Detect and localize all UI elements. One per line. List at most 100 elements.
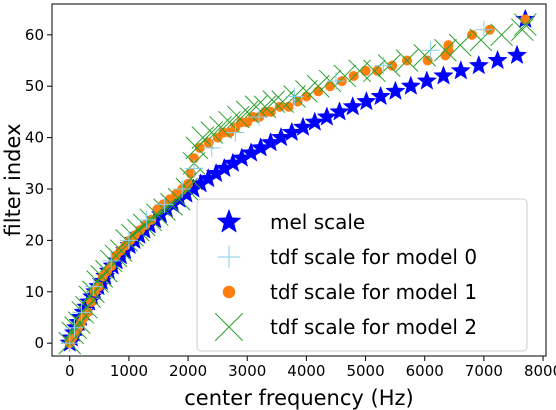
x-tick-label: 5000: [346, 362, 384, 380]
series-0-point: [450, 60, 471, 80]
series-3-point: [333, 64, 357, 88]
series-0-point: [506, 44, 528, 65]
series-3-point: [469, 28, 493, 52]
x-tick-label: 2000: [169, 362, 207, 380]
series-1-point: [474, 20, 493, 39]
series-1-point: [173, 179, 192, 198]
series-0-point: [385, 80, 406, 101]
series-3-point: [262, 90, 286, 113]
x-tick-label: 7000: [465, 362, 503, 380]
series-3-point: [244, 95, 268, 119]
series-3-point: [78, 285, 102, 309]
series-1-point: [119, 231, 138, 250]
series-1-point: [421, 41, 440, 60]
series-2-point: [274, 101, 285, 112]
series-0-point: [400, 75, 422, 95]
series-0-point: [468, 54, 489, 75]
series-0-point: [316, 106, 338, 126]
legend-box: [196, 198, 528, 352]
series-1-point: [60, 334, 79, 353]
series-3-point: [513, 13, 537, 36]
series-1-point: [374, 56, 393, 75]
y-tick-label: 0: [34, 334, 44, 352]
series-3-point: [271, 90, 295, 113]
legend-marker: [216, 208, 242, 233]
series-2-point: [194, 142, 205, 153]
series-2-point: [360, 65, 371, 76]
series-2-point: [183, 178, 194, 189]
series-3-point: [363, 59, 386, 83]
series-1-point: [102, 251, 121, 270]
legend-label: tdf scale for model 1: [270, 280, 477, 304]
x-tick-label: 1000: [110, 362, 148, 380]
series-0-point: [370, 85, 391, 106]
y-tick-label: 60: [25, 26, 44, 44]
y-axis: 0 10 20 30 40 50 60: [25, 26, 52, 352]
series-0-point: [416, 70, 438, 90]
series-1-markers: [60, 20, 493, 353]
series-2-point: [313, 86, 324, 97]
series-3-point: [132, 213, 156, 237]
series-3-point: [490, 23, 513, 47]
series-3-point: [295, 80, 318, 103]
series-3-point: [61, 321, 85, 345]
legend-label: tdf scale for model 0: [270, 245, 477, 269]
series-1-point: [285, 87, 304, 106]
legend-marker: [214, 312, 244, 342]
series-2-point: [422, 55, 433, 66]
y-tick-label: 40: [25, 129, 44, 147]
series-0-point: [292, 116, 314, 136]
series-1-point: [250, 108, 269, 127]
series-1-point: [65, 318, 84, 337]
legend: mel scale tdf scale for model 0 tdf scale …: [196, 198, 528, 352]
series-0-point: [487, 49, 508, 70]
x-tick-label: 3000: [228, 362, 266, 380]
series-2-point: [348, 70, 359, 81]
x-tick-label: 4000: [287, 362, 325, 380]
legend-marker: [222, 285, 236, 299]
legend-item: mel scale: [216, 208, 365, 234]
series-3-point: [395, 49, 419, 72]
x-tick-label: 6000: [406, 362, 444, 380]
series-3-point: [74, 295, 98, 319]
legend-item: tdf scale for model 1: [222, 280, 477, 304]
plot-frame: [51, 3, 547, 357]
series-2-point: [265, 106, 276, 117]
legend-item: tdf scale for model 0: [217, 245, 477, 269]
series-0-point: [304, 111, 325, 131]
series-3-point: [121, 223, 144, 247]
series-3-point: [306, 74, 330, 98]
series-0-point: [433, 65, 454, 85]
series-1-point: [155, 195, 174, 214]
series-3-point: [167, 187, 191, 211]
legend-label: mel scale: [270, 210, 365, 234]
x-tick-label: 0: [65, 362, 75, 380]
y-axis-label: filter index: [1, 124, 25, 237]
legend-item: tdf scale for model 2: [214, 312, 477, 342]
y-tick-label: 50: [25, 77, 44, 95]
series-1-point: [184, 159, 203, 178]
series-1-point: [202, 138, 221, 157]
legend-marker: [217, 245, 241, 269]
series-1-point: [72, 303, 91, 322]
legend-label: tdf scale for model 2: [270, 315, 477, 339]
series-1-point: [137, 210, 156, 229]
series-2-point: [467, 29, 478, 40]
series-2-point: [325, 81, 336, 92]
series-3-point: [86, 270, 109, 293]
series-3-point: [413, 44, 437, 67]
series-0-point: [356, 90, 377, 111]
y-tick-label: 10: [25, 283, 44, 301]
series-2-point: [292, 96, 303, 107]
series-3-point: [127, 218, 150, 242]
series-1-point: [326, 72, 345, 91]
series-2-point: [443, 45, 454, 56]
series-1-point: [226, 123, 245, 142]
series-2-point: [283, 101, 294, 112]
series-3-point: [510, 18, 534, 42]
series-2-point: [372, 65, 383, 76]
series-3-point: [67, 311, 91, 334]
